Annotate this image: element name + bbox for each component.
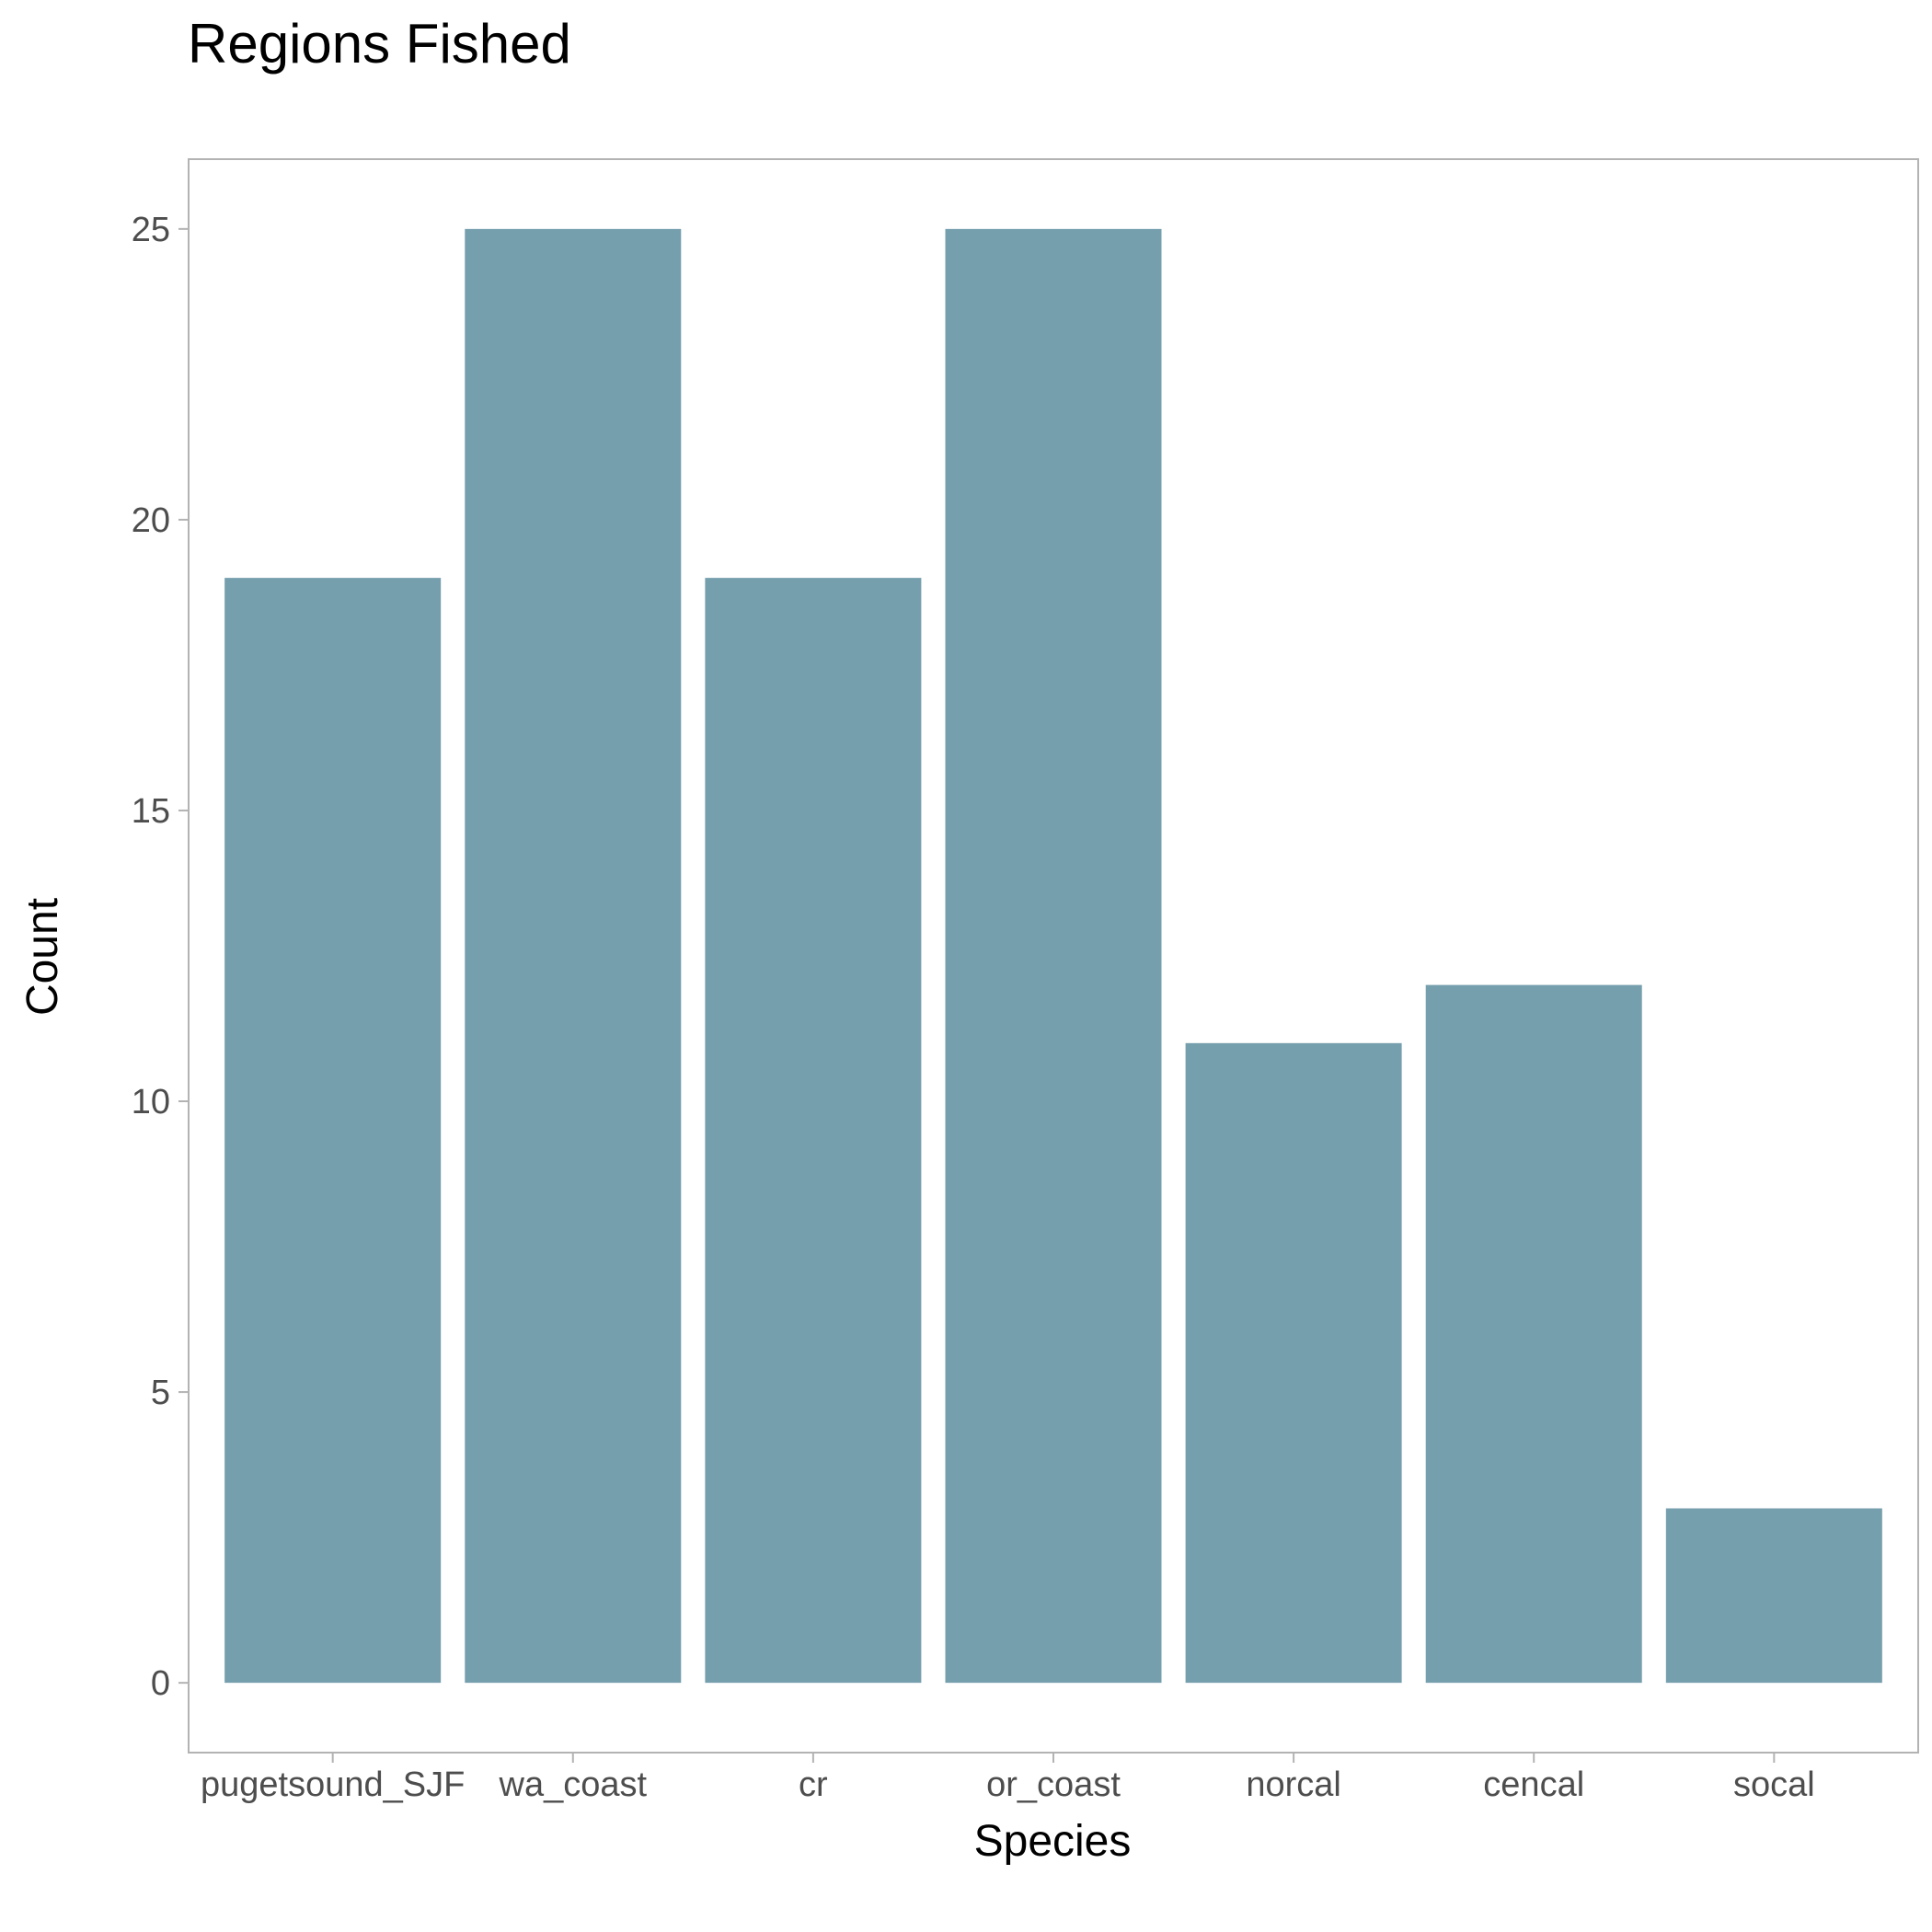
y-axis-title: Count — [18, 898, 67, 1016]
x-tick-label: socal — [1733, 1765, 1815, 1804]
y-tick-label: 5 — [151, 1374, 170, 1412]
bars — [224, 228, 1882, 1684]
x-tick-label: or_coast — [986, 1765, 1121, 1804]
x-axis-title: Species — [974, 1817, 1132, 1866]
bar-cr — [705, 578, 922, 1684]
chart-title: Regions Fished — [188, 13, 571, 75]
x-tick-label: norcal — [1246, 1765, 1341, 1804]
bar-cencal — [1425, 984, 1642, 1684]
x-tick-label: pugetsound_SJF — [201, 1765, 465, 1804]
x-tick-label: cencal — [1483, 1765, 1584, 1804]
y-tick-label: 10 — [132, 1083, 170, 1121]
y-axis: 0 5 10 15 20 25 — [132, 211, 189, 1703]
bar-norcal — [1185, 1042, 1402, 1684]
bar-pugetsound_SJF — [224, 578, 442, 1684]
y-tick-label: 0 — [151, 1664, 170, 1703]
x-axis: pugetsound_SJF wa_coast cr or_coast norcal ce… — [201, 1753, 1815, 1804]
x-tick-label: cr — [799, 1765, 828, 1804]
x-tick-label: wa_coast — [499, 1765, 648, 1804]
bar-socal — [1665, 1508, 1882, 1684]
y-tick-label: 20 — [132, 501, 170, 540]
bar-wa_coast — [465, 228, 682, 1684]
y-tick-label: 15 — [132, 792, 170, 831]
y-tick-label: 25 — [132, 211, 170, 249]
bar-or_coast — [945, 228, 1162, 1684]
